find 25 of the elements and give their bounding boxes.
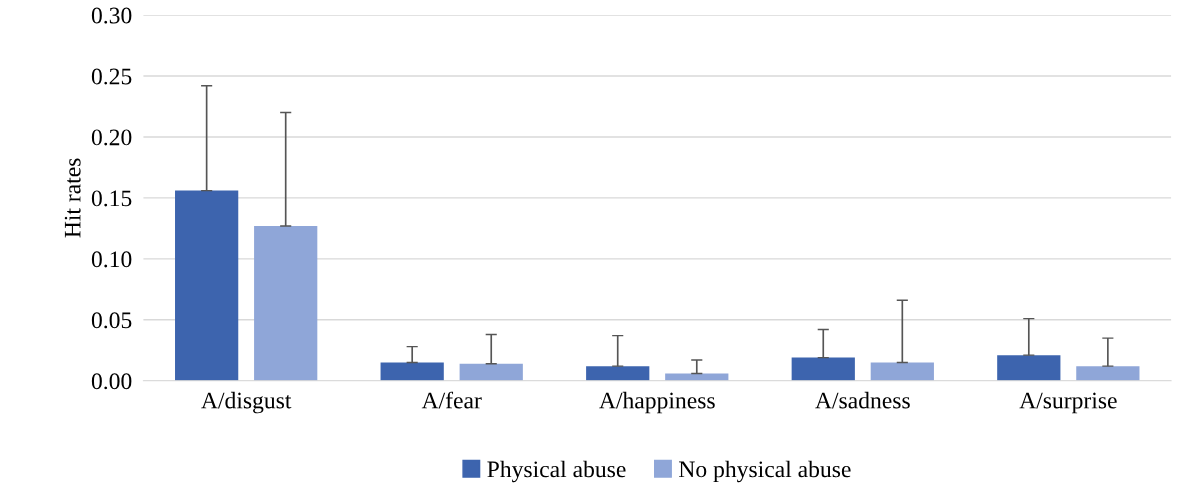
y-tick-label: 0.20 <box>91 129 132 146</box>
x-tick-label: A/surprise <box>1019 392 1117 414</box>
x-tick-label: A/happiness <box>599 391 715 414</box>
bar <box>380 362 444 381</box>
y-tick-label: 0.15 <box>91 190 132 207</box>
bar <box>1076 366 1140 381</box>
y-axis-title: Hit rates <box>64 158 81 238</box>
y-tick-label: 0.00 <box>91 373 132 390</box>
bar <box>665 373 729 381</box>
bar <box>791 357 855 381</box>
y-tick-label: 0.25 <box>91 68 132 85</box>
y-tick-label: 0.30 <box>91 7 132 24</box>
y-tick-label: 0.05 <box>91 312 132 329</box>
x-tick-label: A/sadness <box>815 391 910 409</box>
bar <box>870 362 934 381</box>
bar <box>997 355 1061 381</box>
x-tick-label: A/disgust <box>201 391 292 414</box>
bar <box>586 366 650 381</box>
legend-label: Physical abuse <box>487 460 626 483</box>
legend-label: No physical abuse <box>678 460 851 483</box>
bar <box>459 363 523 381</box>
bar <box>254 225 318 381</box>
x-tick-label: A/fear <box>421 391 482 409</box>
y-tick-label: 0.10 <box>91 251 132 268</box>
bar <box>175 190 239 381</box>
